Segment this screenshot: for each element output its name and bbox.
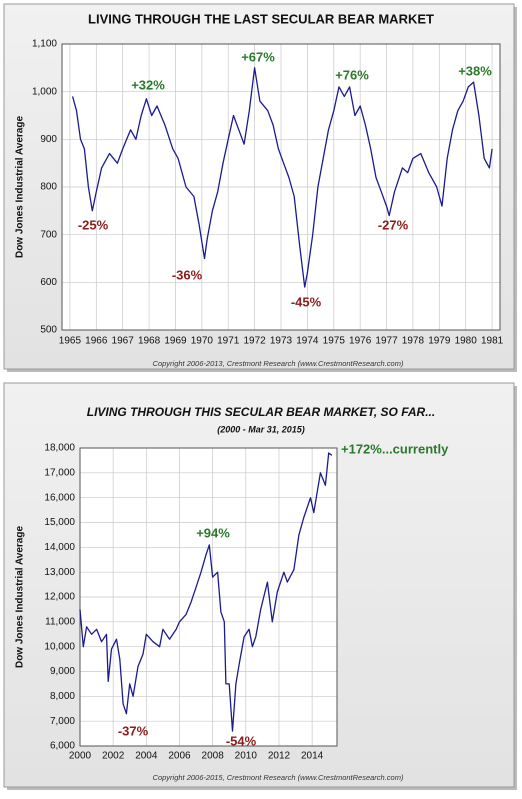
x-tick-label: 2008 <box>202 751 225 762</box>
y-tick-label: 6,000 <box>50 741 75 752</box>
data-line <box>71 67 493 288</box>
x-tick-label: 1976 <box>349 336 372 347</box>
x-tick-label: 1973 <box>270 336 293 347</box>
y-tick-label: 9,000 <box>50 666 75 677</box>
y-tick-label: 16,000 <box>44 492 75 503</box>
annotation: -36% <box>172 267 203 282</box>
annotation: +172%...currently <box>341 441 449 456</box>
x-tick-label: 2006 <box>168 751 191 762</box>
y-tick-label: 18,000 <box>44 443 75 454</box>
x-tick-label: 1967 <box>112 336 135 347</box>
y-axis-label: Dow Jones Industrial Average <box>15 526 26 669</box>
annotation: +32% <box>131 77 165 92</box>
x-tick-label: 2002 <box>102 751 125 762</box>
annotation: -45% <box>291 294 322 309</box>
y-tick-label: 13,000 <box>44 567 75 578</box>
y-tick-label: 11,000 <box>45 616 75 627</box>
y-tick-label: 7,000 <box>50 716 75 727</box>
y-tick-label: 17,000 <box>44 467 75 478</box>
x-tick-label: 1980 <box>455 336 478 347</box>
y-tick-label: 12,000 <box>44 592 75 603</box>
y-tick-label: 10,000 <box>44 641 75 652</box>
x-tick-label: 1968 <box>138 336 161 347</box>
chart-title: LIVING THROUGH THE LAST SECULAR BEAR MAR… <box>88 11 434 26</box>
x-tick-label: 2010 <box>235 751 258 762</box>
plot-border <box>79 447 338 747</box>
x-tick-label: 1972 <box>243 336 266 347</box>
y-tick-label: 900 <box>40 134 57 145</box>
x-tick-label: 2014 <box>301 751 324 762</box>
annotation: +94% <box>196 525 230 540</box>
chart-subtitle: (2000 - Mar 31, 2015) <box>217 424 305 434</box>
annotation: -54% <box>226 733 257 748</box>
annotation: +38% <box>458 63 492 78</box>
x-tick-label: 1977 <box>375 336 398 347</box>
x-tick-label: 2012 <box>268 751 291 762</box>
copyright: Copyright 2006-2013, Crestmont Research … <box>153 359 404 368</box>
x-tick-label: 2000 <box>69 751 92 762</box>
x-tick-label: 2004 <box>135 751 158 762</box>
annotation: -25% <box>78 217 109 232</box>
x-tick-label: 1975 <box>323 336 346 347</box>
x-tick-label: 1971 <box>217 336 240 347</box>
x-tick-label: 1970 <box>191 336 214 347</box>
y-tick-label: 1,100 <box>32 39 57 50</box>
x-tick-label: 1969 <box>164 336 187 347</box>
x-tick-label: 1978 <box>402 336 425 347</box>
chart-title: LIVING THROUGH THIS SECULAR BEAR MARKET,… <box>87 405 435 419</box>
y-tick-label: 600 <box>40 277 57 288</box>
x-tick-label: 1965 <box>59 336 82 347</box>
annotation: +76% <box>335 67 369 82</box>
x-tick-label: 1981 <box>481 336 504 347</box>
annotation: +67% <box>241 49 275 64</box>
data-line <box>79 452 333 732</box>
y-tick-label: 8,000 <box>50 691 75 702</box>
y-axis-label: Dow Jones Industrial Average <box>15 116 26 259</box>
plot-border <box>61 43 501 331</box>
x-tick-label: 1974 <box>296 336 319 347</box>
y-tick-label: 500 <box>40 325 57 336</box>
y-tick-label: 800 <box>40 182 57 193</box>
y-tick-label: 14,000 <box>44 542 75 553</box>
x-tick-label: 1979 <box>428 336 451 347</box>
y-tick-label: 700 <box>40 229 57 240</box>
annotation: -27% <box>378 217 409 232</box>
y-tick-label: 1,000 <box>32 86 57 97</box>
x-tick-label: 1966 <box>85 336 108 347</box>
annotation: -37% <box>118 723 149 738</box>
copyright: Copyright 2006-2015, Crestmont Research … <box>153 773 404 782</box>
y-tick-label: 15,000 <box>44 517 75 528</box>
